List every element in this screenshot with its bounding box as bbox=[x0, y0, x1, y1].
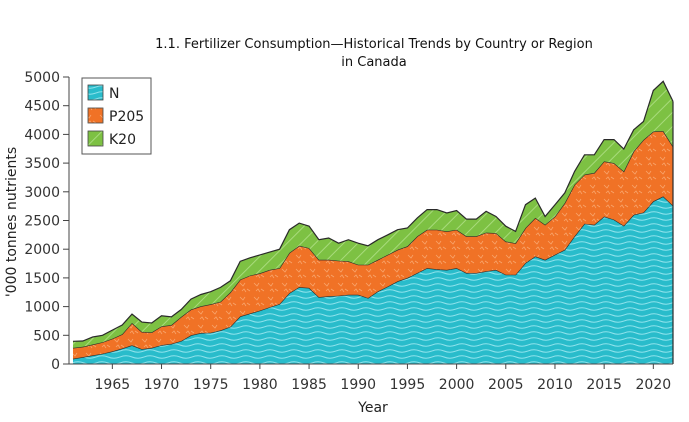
x-tick-label: 1970 bbox=[144, 377, 180, 393]
y-tick-label: 3500 bbox=[24, 156, 60, 172]
x-tick-label: 2005 bbox=[488, 377, 524, 393]
legend-swatch-k20 bbox=[87, 130, 104, 147]
legend-swatch-p205 bbox=[87, 107, 104, 124]
y-tick-label: 0 bbox=[51, 357, 60, 373]
y-tick-label: 5000 bbox=[24, 70, 60, 86]
area-k20 bbox=[73, 81, 673, 348]
y-tick-label: 500 bbox=[33, 328, 60, 344]
legend-label-n: N bbox=[109, 86, 119, 102]
y-tick-label: 1500 bbox=[24, 271, 60, 287]
x-tick-label: 1990 bbox=[340, 377, 376, 393]
x-tick-label: 1995 bbox=[390, 377, 426, 393]
legend: N P205 K20 bbox=[81, 77, 152, 155]
x-tick-label: 1985 bbox=[291, 377, 327, 393]
x-tick-label: 1965 bbox=[95, 377, 131, 393]
y-tick-label: 4000 bbox=[24, 127, 60, 143]
y-tick-label: 2000 bbox=[24, 242, 60, 258]
chart-subtitle: in Canada bbox=[341, 55, 406, 70]
y-tick-label: 2500 bbox=[24, 214, 60, 230]
x-tick-label: 2000 bbox=[439, 377, 475, 393]
area-p205 bbox=[73, 131, 673, 359]
x-tick-label: 1980 bbox=[242, 377, 278, 393]
legend-label-k20: K20 bbox=[109, 132, 136, 148]
x-tick-label: 2010 bbox=[537, 377, 573, 393]
y-tick-label: 1000 bbox=[24, 300, 60, 316]
legend-label-p205: P205 bbox=[109, 109, 144, 125]
areas bbox=[72, 80, 674, 364]
y-tick-label: 4500 bbox=[24, 99, 60, 115]
x-tick-label: 2015 bbox=[586, 377, 622, 393]
x-axis-title: Year bbox=[357, 400, 388, 416]
area-outline-k20 bbox=[72, 80, 674, 342]
area-n bbox=[73, 196, 673, 364]
y-tick-label: 3000 bbox=[24, 185, 60, 201]
x-tick-label: 1975 bbox=[193, 377, 229, 393]
x-tick-label: 2020 bbox=[636, 377, 672, 393]
axes: 0 500 1000 1500 2000 2500 3000 3500 4000 4500 5000… bbox=[24, 70, 673, 393]
legend-swatch-n bbox=[87, 84, 104, 101]
y-axis-title: '000 tonnes nutrients bbox=[4, 147, 20, 297]
chart-title: 1.1. Fertilizer Consumption—Historical T… bbox=[155, 37, 593, 52]
